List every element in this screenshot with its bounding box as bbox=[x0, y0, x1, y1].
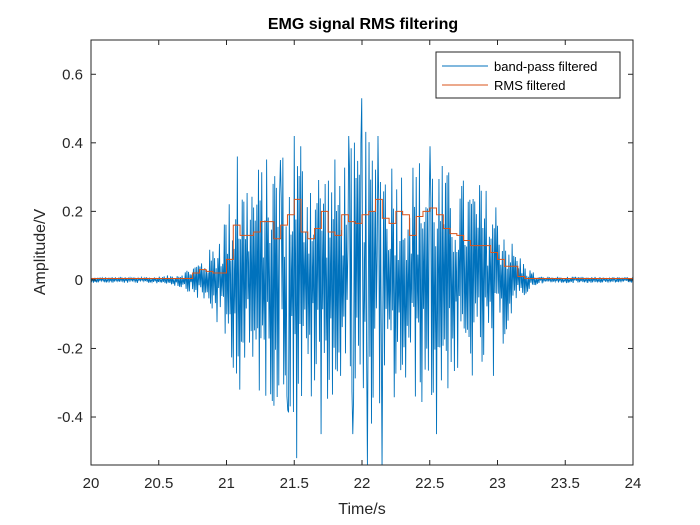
y-tick-label: 0.4 bbox=[62, 135, 83, 152]
plot-series-group bbox=[91, 98, 633, 465]
series-layer bbox=[91, 98, 633, 465]
x-tick-label: 24 bbox=[625, 475, 642, 492]
legend-entry-label: band-pass filtered bbox=[494, 59, 597, 74]
x-tick-label: 22.5 bbox=[415, 475, 444, 492]
series-band-pass-filtered-line bbox=[91, 98, 633, 465]
series-rms-filtered-line bbox=[91, 198, 633, 280]
x-tick-label: 23.5 bbox=[551, 475, 580, 492]
y-tick-label: 0.2 bbox=[62, 203, 83, 220]
chart-title: EMG signal RMS filtering bbox=[268, 16, 458, 33]
x-tick-label: 20.5 bbox=[144, 475, 173, 492]
legend-box bbox=[435, 51, 621, 99]
y-tick-label: 0.6 bbox=[62, 66, 83, 83]
y-tick-label: -0.4 bbox=[57, 409, 83, 426]
y-tick-label: -0.2 bbox=[57, 340, 83, 357]
x-tick-label: 23 bbox=[489, 475, 506, 492]
x-tick-label: 22 bbox=[354, 475, 371, 492]
x-tick-label: 20 bbox=[83, 475, 100, 492]
legend-entry-label: RMS filtered bbox=[494, 78, 566, 93]
x-tick-label: 21.5 bbox=[280, 475, 309, 492]
x-axis-label: Time/s bbox=[338, 501, 385, 518]
y-tick-label: 0 bbox=[75, 272, 83, 289]
legend: band-pass filtered RMS filtered bbox=[435, 51, 621, 99]
y-axis-label: Amplitude/V bbox=[32, 209, 49, 296]
x-tick-label: 21 bbox=[218, 475, 235, 492]
axes-layer: 20 20.5 21 21.5 22 22.5 23 23.5 24 -0.4 -0.2 0 0.2 0.… bbox=[57, 39, 642, 492]
